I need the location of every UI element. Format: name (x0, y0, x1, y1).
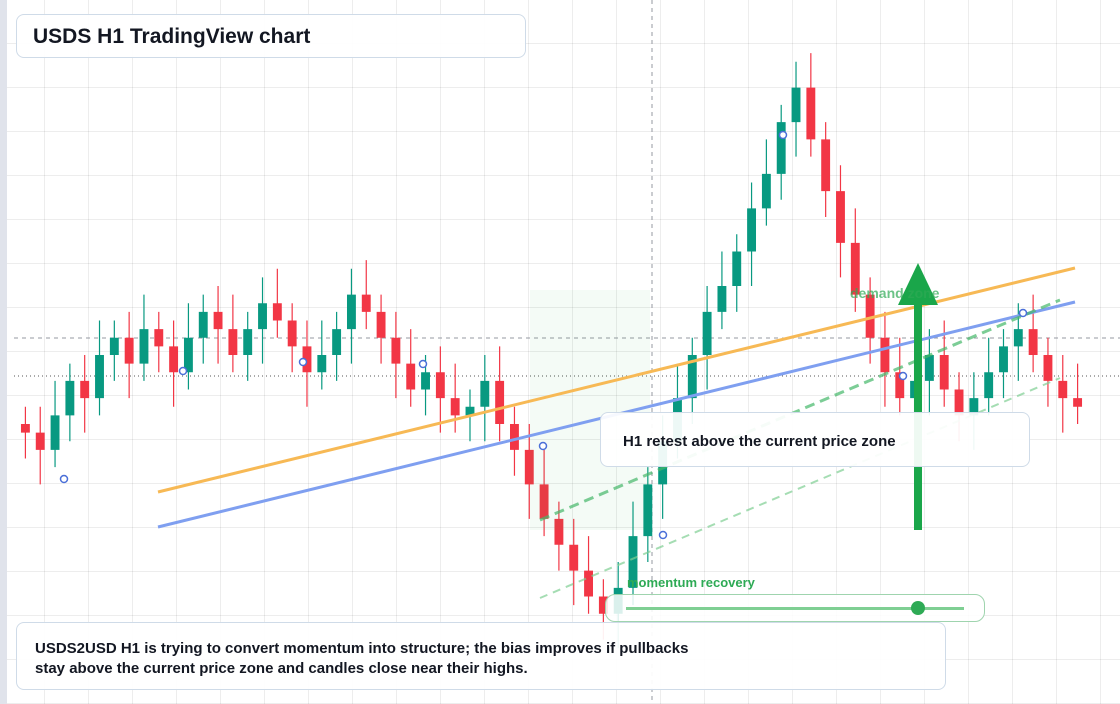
candle-body (628, 536, 638, 588)
candle-body (732, 251, 742, 286)
candle-body (376, 311, 386, 338)
candle-body (302, 346, 312, 373)
candle-body (50, 415, 60, 450)
candle-body (687, 355, 697, 399)
candle-body (880, 337, 890, 373)
marker (178, 366, 188, 376)
candle-body (598, 596, 608, 614)
marker (298, 357, 308, 367)
candle-body (717, 286, 727, 312)
candle-body (272, 303, 282, 321)
chart-title: USDS H1 TradingView chart (33, 25, 311, 48)
candle-body (1028, 329, 1038, 355)
candle-body (1058, 380, 1068, 399)
annotation-box: H1 retest above the current price zone (600, 412, 1030, 467)
candle-body (213, 311, 223, 330)
candle-body (465, 406, 475, 416)
candle-body (317, 355, 327, 373)
trend-line (157, 266, 1076, 494)
candle-body (761, 173, 771, 209)
channel-line (539, 298, 1061, 522)
candle-body (643, 484, 653, 537)
candle-body (421, 372, 430, 390)
candle-body (154, 329, 164, 347)
candle-body (243, 329, 253, 355)
candle-body (80, 380, 90, 399)
candle-body (332, 329, 342, 355)
candle-body (776, 122, 786, 174)
title-box: USDS H1 TradingView chart (16, 14, 526, 58)
summary: USDS2USD H1 is trying to convert momentu… (35, 640, 689, 677)
candle-body (435, 372, 445, 399)
candle-body (539, 484, 549, 519)
candle-body (406, 363, 416, 390)
candle-body (109, 337, 119, 355)
candle-body (391, 337, 401, 364)
candle-body (569, 544, 579, 571)
candle-body (480, 380, 490, 407)
candle-body (584, 570, 593, 597)
candle-body (450, 398, 460, 416)
candle-body (954, 389, 964, 416)
marker (418, 359, 428, 369)
candle-body (702, 311, 712, 355)
candle-body (791, 87, 801, 123)
marker (658, 530, 668, 540)
candle-body (287, 320, 297, 347)
markers (59, 130, 1028, 540)
candle-body (228, 329, 238, 355)
channel-line (539, 377, 1061, 599)
slider-label: momentum recovery (627, 575, 755, 590)
slider-track (626, 607, 964, 610)
candle-body (1073, 398, 1083, 407)
candle-body (984, 372, 994, 399)
candle-body (198, 311, 208, 338)
candle-body (924, 355, 934, 381)
candle-body (1013, 329, 1023, 347)
slider[interactable] (605, 594, 985, 622)
marker (59, 474, 69, 484)
candle-body (999, 346, 1008, 373)
candle-body (895, 372, 905, 399)
arrow-head (898, 263, 938, 305)
candle-body (495, 380, 505, 424)
candle-body (821, 139, 831, 192)
annotation: H1 retest above the current price zone (623, 433, 896, 450)
candle-body (806, 87, 816, 140)
marker (898, 371, 908, 381)
candle-body (865, 294, 875, 338)
summary-box: USDS2USD H1 is trying to convert momentu… (16, 622, 946, 690)
candle-body (124, 337, 134, 364)
candle-body (1043, 355, 1053, 381)
candle-body (510, 424, 519, 450)
candle-body (361, 294, 371, 312)
candle-body (65, 380, 75, 416)
candle-body (169, 346, 179, 373)
marker (778, 130, 788, 140)
candle-body (95, 355, 104, 399)
zone-label: demand zone (850, 285, 940, 301)
slider-knob[interactable] (911, 601, 925, 615)
candle-body (35, 432, 45, 450)
candle-body (850, 242, 860, 295)
candle-body (747, 208, 757, 252)
candle-body (258, 303, 267, 330)
candle-body (554, 518, 564, 545)
marker (1018, 308, 1028, 318)
candle-body (20, 424, 30, 433)
candle-body (183, 337, 193, 373)
candle-body (346, 294, 356, 330)
marker (538, 441, 548, 451)
candle-body (969, 398, 979, 416)
candles (20, 53, 1083, 649)
candle-body (524, 449, 534, 485)
candle-body (836, 191, 845, 243)
candle-body (139, 329, 149, 364)
candle-body (939, 355, 949, 390)
